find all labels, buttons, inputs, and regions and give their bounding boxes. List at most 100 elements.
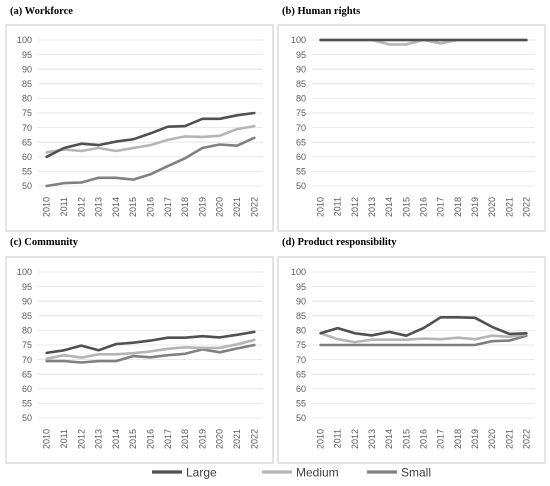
x-tick-label: 2015 bbox=[401, 197, 411, 217]
panel-title: (d) Product responsibility bbox=[282, 237, 397, 248]
y-tick-label: 70 bbox=[296, 123, 306, 133]
x-tick-label: 2016 bbox=[419, 197, 429, 217]
x-tick-label: 2015 bbox=[128, 429, 138, 449]
x-tick-label: 2013 bbox=[94, 197, 104, 217]
x-tick-label: 2016 bbox=[146, 197, 156, 217]
y-tick-label: 80 bbox=[22, 326, 32, 336]
x-tick-label: 2017 bbox=[436, 429, 446, 449]
y-tick-label: 90 bbox=[296, 64, 306, 74]
panel-title: (b) Human rights bbox=[282, 6, 360, 17]
y-tick-label: 95 bbox=[22, 282, 32, 292]
series-line-small bbox=[45, 343, 256, 364]
y-tick-label: 100 bbox=[291, 267, 306, 277]
y-tick-label: 95 bbox=[22, 50, 32, 60]
legend-label: Medium bbox=[296, 466, 339, 480]
y-tick-label: 95 bbox=[296, 50, 306, 60]
x-tick-label: 2022 bbox=[249, 197, 259, 217]
panel-title: (a) Workforce bbox=[10, 6, 73, 17]
y-tick-label: 75 bbox=[22, 108, 32, 118]
x-tick-label: 2017 bbox=[163, 429, 173, 449]
series-line-medium bbox=[45, 338, 256, 361]
x-tick-label: 2018 bbox=[453, 197, 463, 217]
x-tick-label: 2014 bbox=[384, 429, 394, 449]
x-tick-label: 2017 bbox=[436, 197, 446, 217]
x-tick-label: 2022 bbox=[521, 197, 531, 217]
y-tick-label: 80 bbox=[296, 94, 306, 104]
y-tick-label: 90 bbox=[22, 64, 32, 74]
x-tick-label: 2013 bbox=[367, 197, 377, 217]
series-line-medium bbox=[45, 124, 256, 154]
x-tick-label: 2012 bbox=[76, 429, 86, 449]
x-tick-label: 2021 bbox=[232, 429, 242, 449]
x-tick-label: 2017 bbox=[163, 197, 173, 217]
x-tick-label: 2014 bbox=[384, 197, 394, 217]
y-tick-label: 90 bbox=[296, 296, 306, 306]
x-tick-label: 2020 bbox=[487, 429, 497, 449]
y-tick-label: 75 bbox=[296, 108, 306, 118]
x-tick-label: 2013 bbox=[367, 429, 377, 449]
x-tick-label: 2019 bbox=[197, 197, 207, 217]
panel-title: (c) Community bbox=[10, 237, 79, 248]
legend-item-large: Large bbox=[152, 466, 217, 480]
x-tick-label: 2011 bbox=[333, 429, 343, 448]
x-tick-label: 2010 bbox=[42, 429, 52, 449]
legend-item-small: Small bbox=[367, 466, 431, 480]
legend-label: Small bbox=[401, 466, 431, 480]
y-tick-label: 100 bbox=[17, 267, 32, 277]
y-tick-label: 80 bbox=[296, 326, 306, 336]
y-tick-label: 85 bbox=[22, 79, 32, 89]
series-line-large bbox=[45, 330, 256, 355]
x-tick-label: 2019 bbox=[197, 429, 207, 449]
legend-item-medium: Medium bbox=[262, 466, 339, 480]
x-tick-label: 2019 bbox=[470, 197, 480, 217]
x-tick-label: 2020 bbox=[215, 197, 225, 217]
x-tick-label: 2012 bbox=[76, 197, 86, 217]
y-tick-label: 75 bbox=[22, 340, 32, 350]
y-tick-label: 70 bbox=[22, 123, 32, 133]
y-tick-label: 55 bbox=[296, 167, 306, 177]
series-line-medium bbox=[319, 331, 528, 344]
y-tick-label: 60 bbox=[296, 152, 306, 162]
x-tick-label: 2018 bbox=[180, 429, 190, 449]
y-tick-label: 90 bbox=[22, 296, 32, 306]
chart-panel-2: (b) Human rights 50 55 60 65 70 75 80 85 90 95 100 2… bbox=[277, 6, 546, 232]
series-line-large bbox=[319, 315, 528, 338]
x-tick-label: 2011 bbox=[59, 429, 69, 448]
x-tick-label: 2016 bbox=[419, 429, 429, 449]
x-tick-label: 2012 bbox=[350, 429, 360, 449]
y-tick-label: 70 bbox=[296, 355, 306, 365]
x-tick-label: 2020 bbox=[487, 197, 497, 217]
y-tick-label: 55 bbox=[296, 399, 306, 409]
x-tick-label: 2022 bbox=[249, 429, 259, 449]
series-line-small bbox=[45, 136, 256, 188]
x-tick-label: 2018 bbox=[180, 197, 190, 217]
x-tick-label: 2016 bbox=[146, 429, 156, 449]
x-tick-label: 2015 bbox=[128, 197, 138, 217]
x-tick-label: 2019 bbox=[470, 429, 480, 449]
y-tick-label: 75 bbox=[296, 340, 306, 350]
x-tick-label: 2012 bbox=[350, 197, 360, 217]
y-tick-label: 65 bbox=[296, 369, 306, 379]
x-tick-label: 2011 bbox=[59, 197, 69, 216]
x-tick-label: 2014 bbox=[111, 197, 121, 217]
x-tick-label: 2010 bbox=[316, 429, 326, 449]
x-tick-label: 2021 bbox=[504, 197, 514, 217]
x-tick-label: 2015 bbox=[401, 429, 411, 449]
y-tick-label: 60 bbox=[22, 384, 32, 394]
x-tick-label: 2022 bbox=[521, 429, 531, 449]
series-line-large bbox=[45, 111, 256, 159]
x-tick-label: 2021 bbox=[232, 197, 242, 217]
x-tick-label: 2020 bbox=[215, 429, 225, 449]
series-line-small bbox=[319, 334, 528, 347]
y-tick-label: 70 bbox=[22, 355, 32, 365]
legend-label: Large bbox=[186, 466, 217, 480]
x-tick-label: 2018 bbox=[453, 429, 463, 449]
chart-panel-4: (d) Product responsibility 50 55 60 65 70 75 80… bbox=[277, 237, 546, 464]
legend: Large Medium Small bbox=[152, 466, 431, 480]
y-tick-label: 55 bbox=[22, 167, 32, 177]
chart-panel-1: (a) Workforce 50 55 60 65 70 75 80 85 90 95 100 2010… bbox=[5, 6, 274, 232]
y-tick-label: 100 bbox=[17, 35, 32, 45]
y-tick-label: 65 bbox=[22, 369, 32, 379]
y-tick-label: 85 bbox=[296, 311, 306, 321]
